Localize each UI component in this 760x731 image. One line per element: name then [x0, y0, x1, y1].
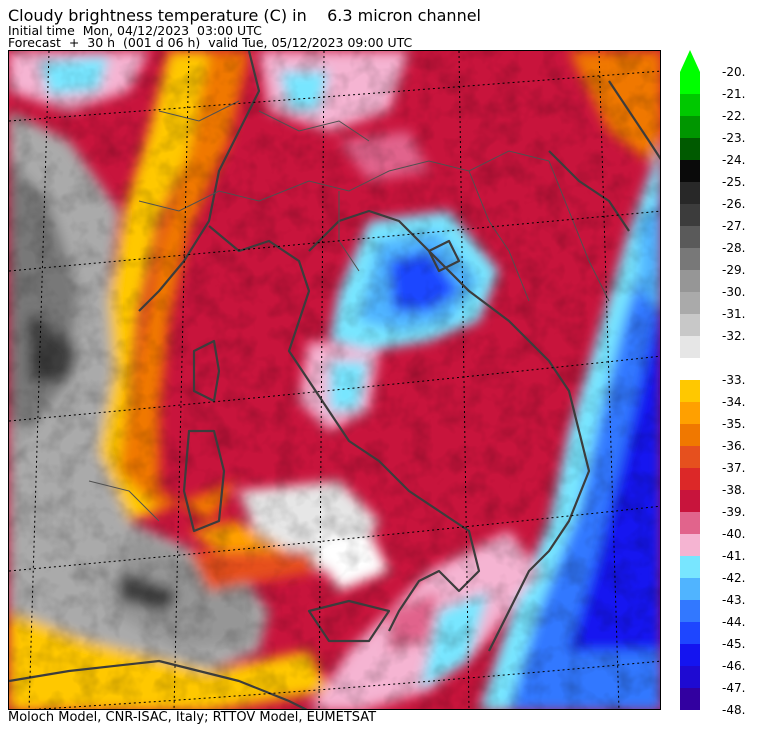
- lower-swatch-12: [680, 644, 700, 666]
- colorbar-label: -46.: [722, 659, 746, 673]
- lower-swatch-2: [680, 424, 700, 446]
- upper-swatch-3: [680, 138, 700, 160]
- upper-swatch-11: [680, 314, 700, 336]
- cloud-field: [9, 51, 660, 709]
- colorbar-label: -43.: [722, 593, 746, 607]
- lower-swatch-3: [680, 446, 700, 468]
- lower-swatch-5: [680, 490, 700, 512]
- colorbar-label: -28.: [722, 241, 746, 255]
- forecast-valid-label: Forecast + 30 h (001 d 06 h) valid Tue, …: [8, 35, 413, 50]
- colorbar-label: -48.: [722, 703, 746, 717]
- colorbar-label: -23.: [722, 131, 746, 145]
- colorbar-top-arrow: [680, 50, 700, 72]
- colorbar-label: -42.: [722, 571, 746, 585]
- colorbar-label: -25.: [722, 175, 746, 189]
- upper-swatch-2: [680, 116, 700, 138]
- colorbar-label: -38.: [722, 483, 746, 497]
- colorbar-label: -45.: [722, 637, 746, 651]
- initial-time-label: Initial time Mon, 04/12/2023 03:00 UTC: [8, 23, 262, 38]
- upper-swatch-4: [680, 160, 700, 182]
- lower-swatch-8: [680, 556, 700, 578]
- colorbar-label: -39.: [722, 505, 746, 519]
- lower-swatch-0: [680, 380, 700, 402]
- upper-swatch-9: [680, 270, 700, 292]
- colorbar-label: -22.: [722, 109, 746, 123]
- upper-swatch-5: [680, 182, 700, 204]
- colorbar-legend: -20. -21. -22. -23. -24. -25. -26. -27. -28. -29.…: [680, 50, 760, 731]
- lower-swatch-7: [680, 534, 700, 556]
- colorbar-label: -27.: [722, 219, 746, 233]
- upper-swatch-8: [680, 248, 700, 270]
- lower-swatch-10: [680, 600, 700, 622]
- colorbar-label: -26.: [722, 197, 746, 211]
- lat-lon-grid: [9, 51, 660, 709]
- upper-swatch-0: [680, 72, 700, 94]
- colorbar-label: -29.: [722, 263, 746, 277]
- upper-swatch-12: [680, 336, 700, 358]
- lower-swatch-9: [680, 578, 700, 600]
- upper-swatch-1: [680, 94, 700, 116]
- lower-swatch-4: [680, 468, 700, 490]
- upper-swatch-10: [680, 292, 700, 314]
- map-canvas: [9, 51, 660, 709]
- lower-swatch-13: [680, 666, 700, 688]
- colorbar-label: -44.: [722, 615, 746, 629]
- lower-swatch-6: [680, 512, 700, 534]
- lower-swatch-11: [680, 622, 700, 644]
- colorbar-label: -21.: [722, 87, 746, 101]
- lower-swatch-1: [680, 402, 700, 424]
- colorbar-label: -24.: [722, 153, 746, 167]
- model-credit: Moloch Model, CNR-ISAC, Italy; RTTOV Mod…: [8, 710, 377, 725]
- colorbar-label: -37.: [722, 461, 746, 475]
- colorbar-label: -40.: [722, 527, 746, 541]
- colorbar-label: -35.: [722, 417, 746, 431]
- colorbar-swatches: [680, 50, 700, 731]
- colorbar-label: -41.: [722, 549, 746, 563]
- colorbar-label: -20.: [722, 65, 746, 79]
- colorbar-label: -33.: [722, 373, 746, 387]
- brightness-temperature-map: [8, 50, 661, 710]
- colorbar-label: -32.: [722, 329, 746, 343]
- upper-swatch-7: [680, 226, 700, 248]
- coastlines: [9, 51, 660, 709]
- lower-swatch-14: [680, 688, 700, 710]
- colorbar-label: -30.: [722, 285, 746, 299]
- colorbar-label: -36.: [722, 439, 746, 453]
- colorbar-label: -31.: [722, 307, 746, 321]
- colorbar-label: -47.: [722, 681, 746, 695]
- map-title: Cloudy brightness temperature (C) in 6.3…: [8, 6, 481, 25]
- colorbar-label: -34.: [722, 395, 746, 409]
- country-borders: [88, 100, 610, 522]
- upper-swatch-6: [680, 204, 700, 226]
